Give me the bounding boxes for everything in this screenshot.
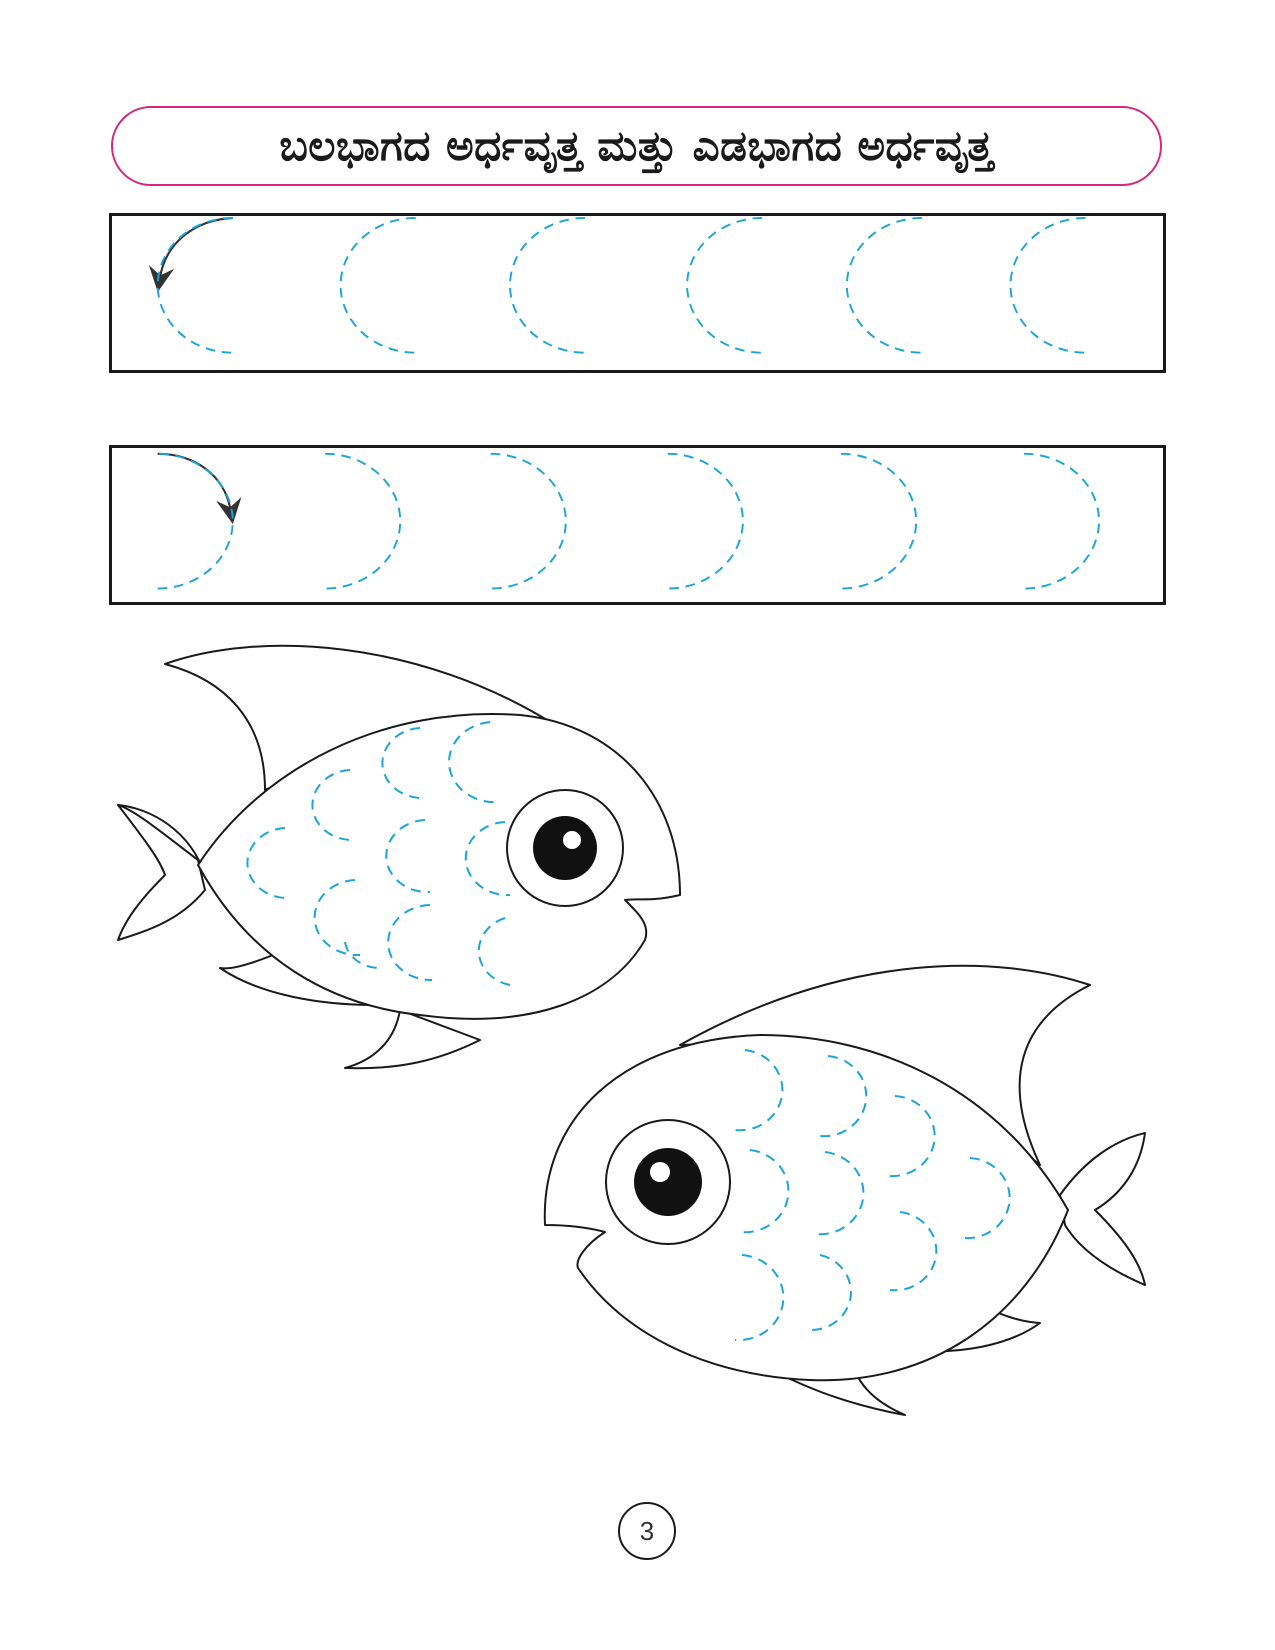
tracing-row-right-half-circles [109, 445, 1166, 605]
eye-highlight [650, 1162, 670, 1182]
trace-arc[interactable] [157, 452, 234, 590]
fish-scales[interactable] [734, 1049, 1011, 1342]
trace-arc[interactable] [1023, 452, 1100, 590]
trace-arc[interactable] [686, 216, 763, 354]
page-title: ಬಲಭಾಗದ ಅರ್ಧವೃತ್ತ ಮತ್ತು ಎಡಭಾಗದ ಅರ್ಧವೃತ್ತ [279, 121, 994, 170]
trace-arc[interactable] [490, 452, 567, 590]
trace-arc[interactable] [845, 216, 922, 354]
dorsal-fin [164, 644, 556, 791]
counterclockwise-arrow-icon [148, 216, 233, 293]
page-number: 3 [618, 1502, 676, 1560]
fish-facing-left [543, 964, 1146, 1416]
trace-arc[interactable] [325, 452, 402, 590]
dorsal-fin [679, 964, 1091, 1166]
trace-arc[interactable] [667, 452, 744, 590]
title-banner: ಬಲಭಾಗದ ಅರ್ಧವೃತ್ತ ಮತ್ತು ಎಡಭಾಗದ ಅರ್ಧವೃತ್ತ [111, 106, 1162, 186]
tail-fin-shape [1059, 1132, 1146, 1286]
tail-fin [117, 804, 206, 876]
belly-fin [909, 1299, 1041, 1353]
fish-scales[interactable] [246, 721, 511, 986]
belly-fin [219, 949, 376, 1006]
fish-body [197, 713, 681, 1020]
trace-arc[interactable] [509, 216, 586, 354]
pelvic-fin [344, 1009, 481, 1070]
fish-body [543, 1034, 1069, 1382]
trace-arc[interactable] [1009, 216, 1086, 354]
trace-arc[interactable] [156, 216, 233, 354]
eye-pupil [634, 1148, 702, 1216]
trace-arc[interactable] [339, 216, 416, 354]
eye-outer [605, 1119, 731, 1245]
eye-pupil [533, 816, 597, 880]
tracing-row-left-half-circles [109, 213, 1166, 373]
eye-outer [506, 789, 624, 907]
fish-facing-right [117, 644, 681, 1070]
pelvic-fin [739, 1349, 906, 1416]
page-number-text: 3 [639, 1515, 655, 1546]
eye-highlight [563, 831, 581, 849]
trace-arc[interactable] [841, 452, 918, 590]
right-half-circles-canvas [157, 452, 1100, 590]
left-half-circles-canvas [148, 216, 1086, 354]
tail-fin-shape [117, 804, 206, 941]
